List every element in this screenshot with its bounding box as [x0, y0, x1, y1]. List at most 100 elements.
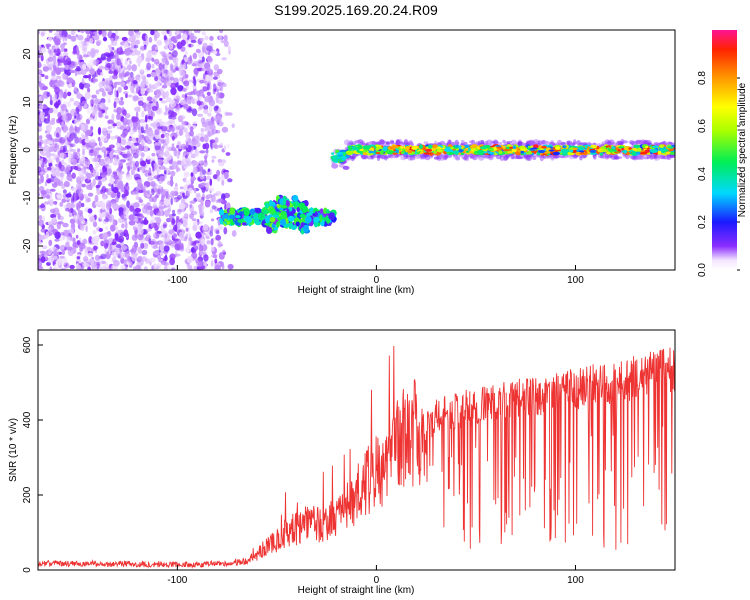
noise-blob [106, 56, 112, 62]
noise-blob [181, 94, 186, 98]
noise-blob [189, 33, 195, 40]
upper-band-halo [390, 140, 395, 145]
noise-blob [192, 221, 199, 227]
upper-band-blob [412, 145, 419, 149]
upper-band-blob [567, 151, 573, 156]
noise-blob [109, 30, 112, 36]
noise-blob [40, 94, 47, 99]
noise-blob [59, 201, 64, 207]
noise-blob [210, 194, 216, 203]
noise-blob [146, 51, 151, 58]
noise-blob [170, 267, 176, 270]
bottom-x-axis: -100 0 100 [167, 565, 584, 586]
noise-blob [89, 68, 95, 75]
noise-blob [176, 222, 182, 226]
noise-blob [198, 89, 204, 97]
noise-blob [110, 37, 114, 46]
noise-blob [183, 127, 188, 133]
noise-blob [218, 108, 222, 113]
noise-blob [183, 80, 190, 87]
noise-blob [115, 244, 122, 249]
noise-blob [167, 69, 174, 77]
noise-blob [92, 77, 96, 84]
noise-blob [158, 153, 164, 159]
noise-blob [38, 141, 42, 146]
noise-blob [131, 116, 139, 123]
noise-blob [171, 135, 175, 141]
upper-band-halo [532, 156, 537, 161]
noise-blob [59, 172, 65, 178]
noise-blob [211, 205, 216, 210]
noise-blob [57, 99, 61, 106]
noise-blob [190, 247, 195, 253]
noise-blob [122, 109, 127, 116]
noise-blob [50, 75, 57, 81]
noise-blob [169, 76, 175, 81]
noise-blob [160, 134, 165, 139]
noise-blob [85, 66, 90, 72]
noise-blob [156, 217, 162, 224]
noise-blob [200, 127, 205, 133]
noise-blob [101, 185, 107, 193]
noise-blob [168, 229, 175, 235]
noise-blob [125, 261, 133, 266]
x-tick-label: -100 [167, 275, 187, 286]
noise-blob [145, 34, 148, 41]
noise-blob [124, 189, 129, 197]
noise-blob [56, 221, 61, 230]
noise-blob [169, 63, 174, 71]
lower-band-blob [238, 213, 243, 220]
noise-blob [45, 150, 51, 158]
noise-blob [145, 56, 151, 63]
y-tick-label: -20 [22, 238, 33, 253]
noise-blob [207, 112, 212, 117]
upper-band-blob [454, 145, 459, 148]
noise-blob [95, 184, 101, 189]
noise-blob [182, 195, 188, 199]
noise-blob [77, 104, 83, 109]
noise-blob [104, 78, 111, 86]
noise-blob [104, 156, 111, 165]
noise-blob [72, 247, 76, 254]
noise-blob [103, 85, 110, 89]
noise-blob [65, 193, 72, 198]
noise-blob [192, 167, 198, 175]
noise-blob [213, 64, 219, 71]
upper-band-halo [570, 143, 575, 146]
noise-blob [57, 56, 64, 60]
noise-blob [206, 67, 211, 75]
noise-blob [104, 248, 107, 256]
noise-blob [173, 233, 178, 239]
noise-blob [125, 174, 133, 181]
noise-blob [149, 209, 154, 217]
noise-blob [146, 139, 152, 145]
noise-blob [86, 246, 92, 251]
noise-blob [101, 203, 106, 210]
noise-blob [56, 118, 61, 124]
lower-band-blob [263, 209, 268, 215]
noise-blob [89, 139, 96, 147]
lower-band-blob [229, 207, 236, 215]
noise-blob [138, 189, 144, 194]
noise-blob [201, 169, 207, 176]
upper-band-blob [572, 147, 578, 150]
upper-band-halo [666, 141, 673, 145]
noise-blob [138, 199, 144, 203]
noise-blob [73, 193, 77, 201]
noise-blob [67, 91, 72, 97]
noise-blob [100, 253, 107, 260]
upper-band-blob [342, 157, 346, 161]
noise-blob [157, 126, 163, 130]
noise-blob [210, 246, 215, 252]
noise-blob [152, 202, 158, 207]
noise-blob [210, 260, 214, 267]
noise-blob [101, 211, 106, 218]
noise-blob [88, 38, 94, 44]
noise-blob [169, 224, 173, 229]
noise-blob [61, 73, 66, 80]
lower-band-blob [254, 207, 262, 214]
upper-band-blob [633, 144, 641, 148]
noise-blob [140, 88, 146, 95]
noise-blob [38, 74, 42, 82]
noise-blob [225, 152, 231, 156]
